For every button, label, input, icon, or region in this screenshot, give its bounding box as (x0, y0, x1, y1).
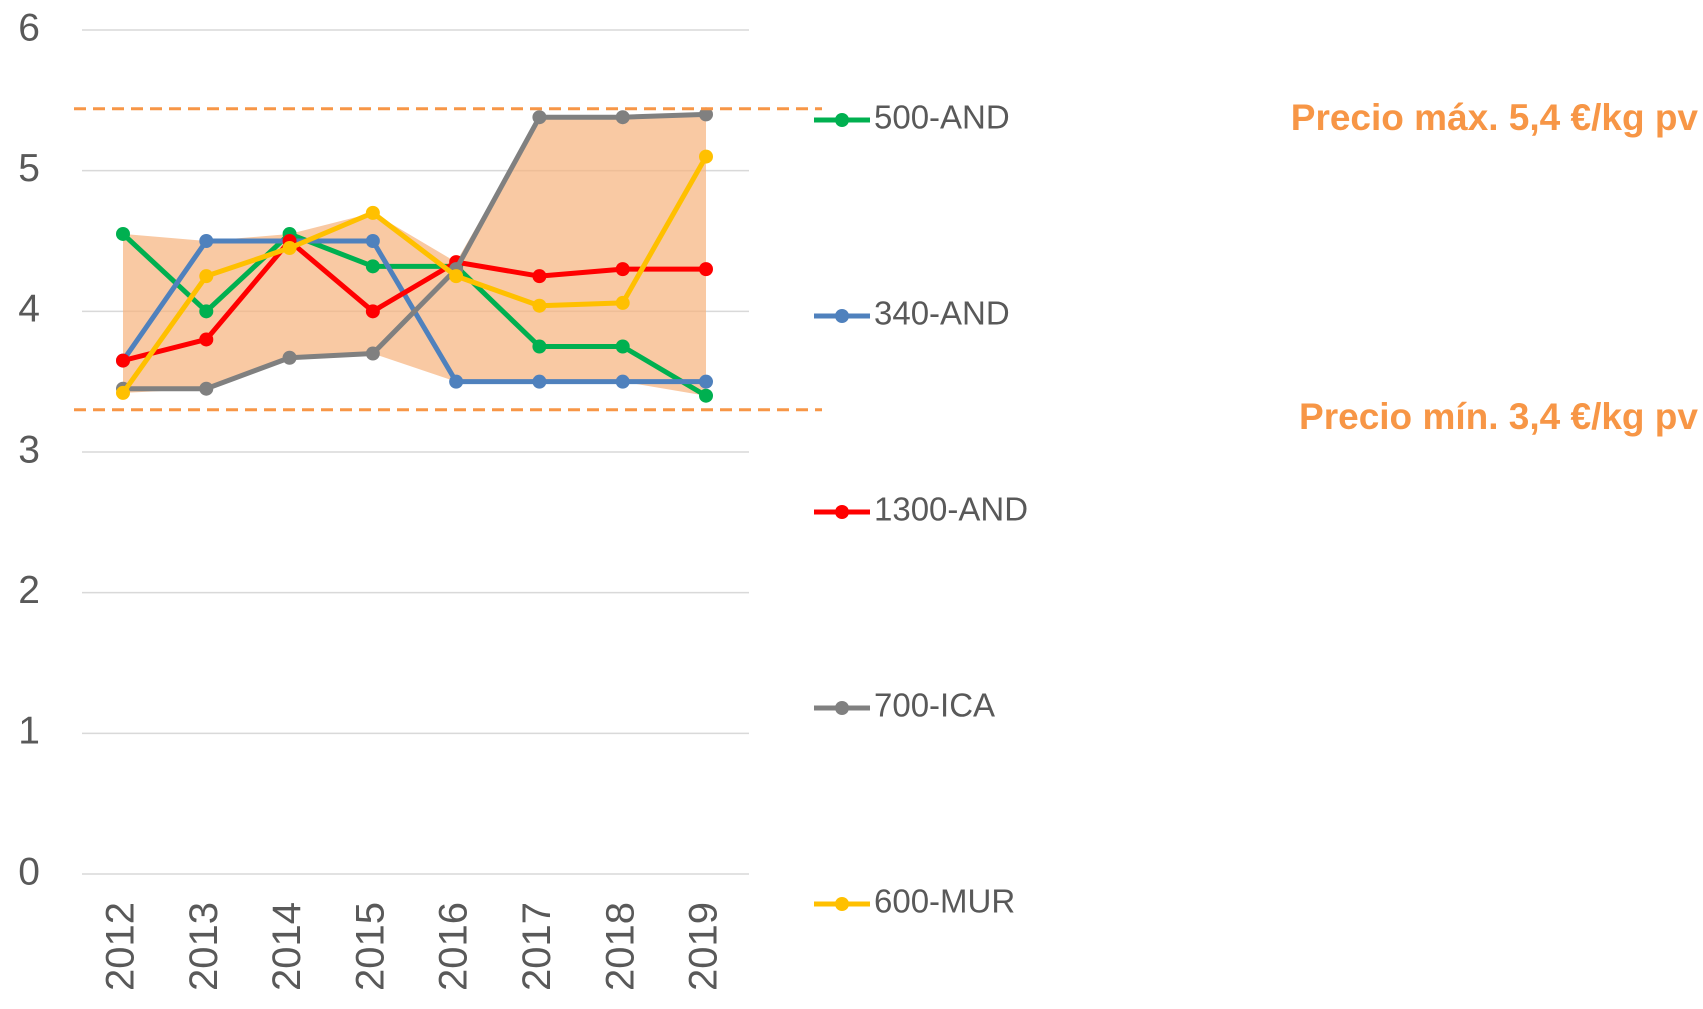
legend-marker (835, 309, 849, 323)
range-band (123, 114, 706, 396)
y-tick-label: 4 (18, 288, 40, 331)
point (532, 110, 547, 125)
legend-marker (835, 701, 849, 715)
series-line (122, 238, 706, 363)
point (532, 269, 547, 284)
point (365, 304, 380, 319)
point (699, 149, 713, 164)
point (615, 262, 630, 277)
legend-marker (835, 505, 849, 519)
y-tick-label: 2 (18, 569, 40, 612)
point (699, 374, 713, 389)
legend-marker (835, 897, 849, 911)
y-tick-label: 1 (18, 710, 40, 753)
x-tick-label: 2017 (515, 902, 559, 991)
point (116, 353, 130, 368)
point (532, 298, 547, 313)
y-tick-label: 0 (18, 850, 40, 893)
legend-marker (835, 113, 849, 127)
point (199, 381, 214, 396)
y-tick-label: 3 (18, 428, 40, 471)
point (199, 332, 214, 347)
point (615, 295, 630, 310)
x-tick-label: 2018 (598, 902, 642, 991)
point (699, 388, 713, 403)
series-line (120, 155, 709, 395)
x-tick-label: 2014 (265, 902, 309, 991)
point (282, 241, 297, 256)
annotation: Precio máx. 5,4 €/kg pv (1291, 97, 1699, 138)
y-tick-label: 5 (18, 147, 40, 190)
x-tick-label: 2012 (99, 902, 143, 991)
legend-label: 600-MUR (874, 883, 1015, 920)
x-tick-label: 2016 (432, 902, 476, 991)
point (699, 262, 713, 277)
x-tick-label: 2013 (182, 902, 226, 991)
point (116, 385, 130, 400)
point (199, 234, 214, 248)
annotation: Precio mín. 3,4 €/kg pv (1299, 396, 1698, 437)
legend-label: 700-ICA (874, 687, 995, 724)
series-line (123, 111, 707, 392)
point (615, 339, 630, 354)
point (615, 374, 630, 389)
point (199, 269, 214, 284)
x-tick-label: 2015 (348, 902, 392, 991)
point (532, 374, 547, 389)
y-tick-label: 6 (18, 6, 40, 49)
point (365, 205, 380, 220)
point (615, 110, 630, 125)
legend-label: 500-AND (874, 99, 1010, 136)
legend-label: 340-AND (874, 295, 1010, 332)
legend-label: 1300-AND (874, 491, 1028, 528)
point (449, 374, 464, 389)
point (365, 259, 380, 274)
point (699, 107, 713, 122)
point (365, 234, 380, 248)
x-tick-label: 2019 (682, 902, 726, 991)
point (116, 226, 130, 241)
point (365, 346, 380, 361)
point (449, 269, 464, 284)
point (532, 339, 547, 354)
series-line (121, 231, 708, 398)
point (282, 350, 297, 365)
point (199, 304, 214, 319)
